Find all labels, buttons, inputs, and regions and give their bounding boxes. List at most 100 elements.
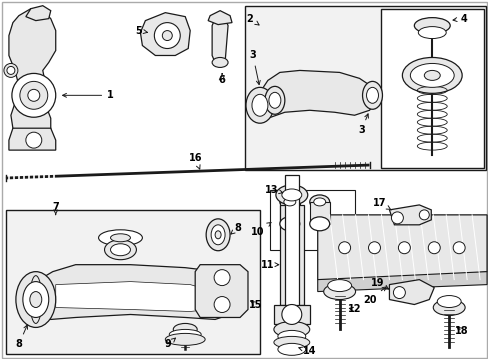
- Ellipse shape: [402, 58, 461, 93]
- Polygon shape: [9, 128, 56, 150]
- Text: 12: 12: [347, 305, 361, 315]
- Ellipse shape: [16, 272, 56, 328]
- Circle shape: [28, 89, 40, 101]
- Ellipse shape: [211, 225, 224, 245]
- Ellipse shape: [413, 18, 449, 33]
- Ellipse shape: [277, 330, 305, 342]
- Circle shape: [368, 242, 380, 254]
- Ellipse shape: [169, 329, 201, 339]
- Ellipse shape: [432, 300, 464, 315]
- Text: 1: 1: [62, 90, 114, 100]
- Ellipse shape: [417, 27, 446, 39]
- Circle shape: [419, 210, 428, 220]
- Text: 16: 16: [188, 153, 202, 169]
- Polygon shape: [195, 265, 247, 318]
- Ellipse shape: [424, 71, 439, 80]
- Circle shape: [12, 73, 56, 117]
- Ellipse shape: [23, 282, 49, 318]
- Bar: [244, 6, 485, 170]
- Circle shape: [26, 132, 41, 148]
- Ellipse shape: [165, 333, 205, 345]
- Polygon shape: [258, 71, 377, 118]
- Ellipse shape: [309, 195, 329, 209]
- Text: 13: 13: [264, 185, 282, 195]
- Ellipse shape: [409, 63, 453, 87]
- Ellipse shape: [323, 284, 355, 300]
- Circle shape: [4, 63, 18, 77]
- Bar: [273, 305, 309, 324]
- Ellipse shape: [251, 94, 267, 116]
- Circle shape: [427, 242, 439, 254]
- Bar: [285, 175, 298, 310]
- Circle shape: [214, 297, 229, 312]
- Polygon shape: [56, 282, 224, 311]
- Circle shape: [390, 212, 403, 224]
- Circle shape: [398, 242, 409, 254]
- Ellipse shape: [110, 244, 130, 256]
- Text: 9: 9: [164, 338, 175, 349]
- Bar: [269, 190, 354, 250]
- Bar: [309, 202, 329, 224]
- Text: 4: 4: [452, 14, 467, 24]
- Circle shape: [162, 31, 172, 41]
- Text: 14: 14: [298, 346, 316, 356]
- Ellipse shape: [110, 234, 130, 242]
- Ellipse shape: [279, 195, 299, 209]
- Ellipse shape: [279, 217, 299, 231]
- Ellipse shape: [281, 189, 301, 201]
- Polygon shape: [388, 280, 433, 305]
- Text: 18: 18: [454, 327, 468, 336]
- Polygon shape: [317, 272, 486, 292]
- Bar: [279, 202, 299, 224]
- Ellipse shape: [206, 219, 229, 251]
- Circle shape: [20, 81, 48, 109]
- Polygon shape: [26, 6, 51, 21]
- Text: 2: 2: [246, 14, 259, 25]
- Text: 17: 17: [372, 198, 390, 210]
- Ellipse shape: [273, 336, 309, 348]
- Ellipse shape: [30, 292, 41, 307]
- Circle shape: [214, 270, 229, 285]
- Ellipse shape: [277, 343, 305, 355]
- Text: 5: 5: [135, 26, 147, 36]
- Text: 3: 3: [249, 50, 260, 85]
- Ellipse shape: [212, 58, 227, 67]
- Circle shape: [452, 242, 464, 254]
- Bar: [6, 210, 260, 354]
- Ellipse shape: [366, 87, 378, 103]
- Polygon shape: [388, 205, 430, 225]
- Bar: [381, 9, 483, 168]
- Ellipse shape: [104, 240, 136, 260]
- Text: 7: 7: [52, 202, 59, 215]
- Polygon shape: [208, 11, 232, 24]
- Text: 6: 6: [218, 75, 225, 85]
- Ellipse shape: [283, 198, 295, 206]
- Circle shape: [154, 23, 180, 49]
- Polygon shape: [23, 265, 240, 319]
- Polygon shape: [9, 9, 56, 140]
- Polygon shape: [212, 19, 227, 62]
- Text: 15: 15: [249, 300, 262, 310]
- Circle shape: [7, 67, 15, 75]
- Polygon shape: [317, 215, 486, 280]
- Ellipse shape: [99, 230, 142, 246]
- Text: 8: 8: [230, 223, 241, 234]
- Ellipse shape: [30, 276, 41, 323]
- Ellipse shape: [327, 280, 351, 292]
- Ellipse shape: [275, 185, 307, 205]
- Ellipse shape: [309, 217, 329, 231]
- Circle shape: [393, 287, 405, 298]
- Circle shape: [338, 242, 350, 254]
- Ellipse shape: [313, 198, 325, 206]
- Text: 8: 8: [16, 325, 27, 349]
- Ellipse shape: [273, 321, 309, 337]
- Ellipse shape: [215, 231, 221, 239]
- Polygon shape: [140, 13, 190, 55]
- Circle shape: [281, 305, 301, 324]
- Ellipse shape: [268, 92, 280, 108]
- Ellipse shape: [362, 81, 382, 109]
- Text: 10: 10: [251, 222, 270, 237]
- Text: 11: 11: [261, 260, 278, 270]
- Text: 20: 20: [362, 287, 386, 305]
- Ellipse shape: [264, 86, 285, 114]
